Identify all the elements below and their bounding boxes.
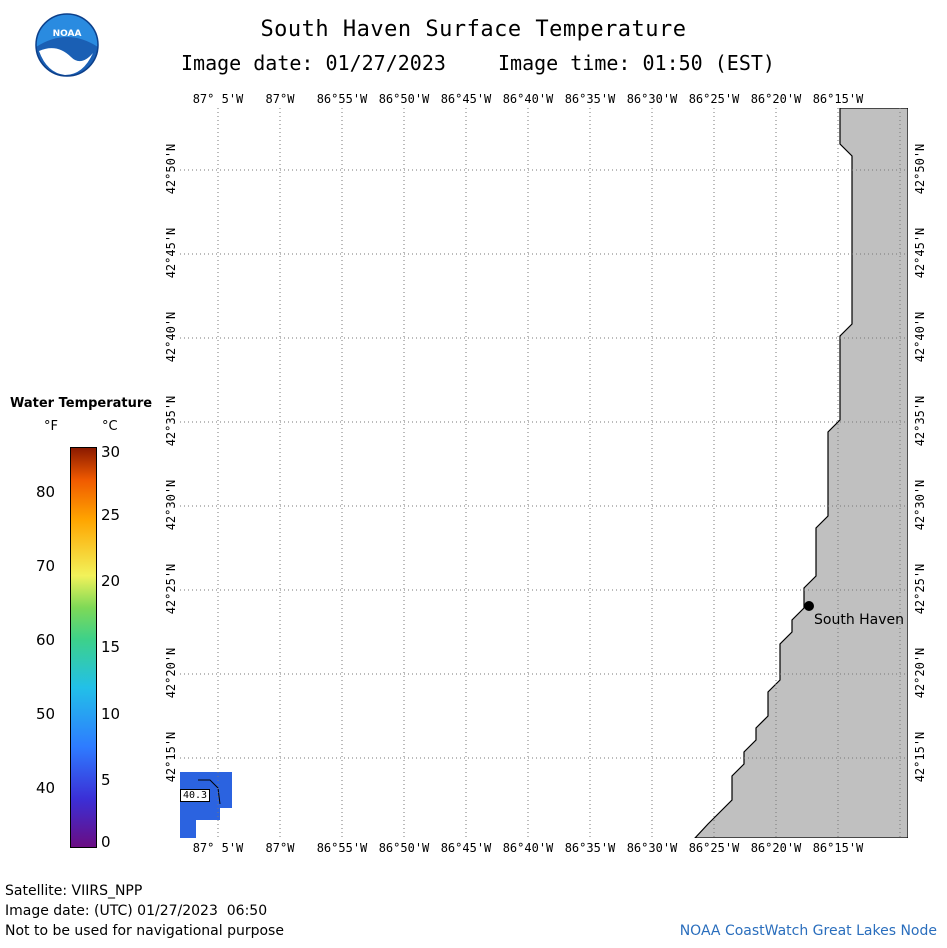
data-coastline-fragment	[198, 779, 221, 805]
lon-label-bottom: 86°45'W	[440, 841, 492, 855]
lon-label-top: 86°20'W	[750, 92, 802, 106]
lon-label-bottom: 86°30'W	[626, 841, 678, 855]
temperature-colorbar	[70, 447, 97, 848]
map-panel: South Haven 40.3	[180, 107, 909, 839]
lat-label-left: 42°25'N	[164, 563, 178, 615]
lat-label-right: 42°50'N	[913, 143, 927, 195]
lat-label-right: 42°45'N	[913, 227, 927, 279]
legend-tick-f: 80	[36, 483, 56, 501]
lon-label-bottom: 86°20'W	[750, 841, 802, 855]
lon-label-top: 86°30'W	[626, 92, 678, 106]
lon-label-bottom: 86°15'W	[812, 841, 864, 855]
legend-tick-f: 70	[36, 557, 56, 575]
lon-label-top: 86°45'W	[440, 92, 492, 106]
legend-tick-c: 30	[101, 443, 121, 461]
grid-lines	[180, 108, 908, 838]
legend-tick-f: 50	[36, 705, 56, 723]
lon-label-bottom: 86°40'W	[502, 841, 554, 855]
lon-label-top: 86°50'W	[378, 92, 430, 106]
credit-link[interactable]: NOAA CoastWatch Great Lakes Node	[679, 923, 937, 939]
land-area	[693, 107, 909, 839]
lat-label-left: 42°50'N	[164, 143, 178, 195]
lon-label-bottom: 86°50'W	[378, 841, 430, 855]
page-title: South Haven Surface Temperature	[260, 17, 687, 42]
noaa-logo-icon: NOAA	[35, 13, 99, 77]
legend-tick-f: 60	[36, 631, 56, 649]
city-marker-icon	[804, 601, 814, 611]
lat-label-right: 42°15'N	[913, 731, 927, 783]
lat-label-left: 42°35'N	[164, 395, 178, 447]
lon-label-top: 87° 5'W	[192, 92, 244, 106]
lat-label-left: 42°15'N	[164, 731, 178, 783]
lon-label-top: 86°35'W	[564, 92, 616, 106]
legend-tick-c: 5	[101, 771, 111, 789]
lon-label-bottom: 87°W	[265, 841, 295, 855]
legend-tick-c: 25	[101, 506, 121, 524]
lat-label-right: 42°30'N	[913, 479, 927, 531]
lon-label-bottom: 86°35'W	[564, 841, 616, 855]
image-date: Image date: 01/27/2023	[181, 51, 446, 75]
city-label: South Haven	[814, 612, 905, 628]
legend-tick-c: 10	[101, 705, 121, 723]
lon-label-bottom: 87° 5'W	[192, 841, 244, 855]
lon-label-top: 86°25'W	[688, 92, 740, 106]
map-canvas	[180, 107, 909, 839]
lat-label-right: 42°25'N	[913, 563, 927, 615]
legend-tick-c: 15	[101, 638, 121, 656]
lon-label-bottom: 86°55'W	[316, 841, 368, 855]
lon-label-top: 86°55'W	[316, 92, 368, 106]
disclaimer: Not to be used for navigational purpose	[5, 923, 284, 939]
lat-label-right: 42°20'N	[913, 647, 927, 699]
lon-label-bottom: 86°25'W	[688, 841, 740, 855]
lon-label-top: 86°15'W	[812, 92, 864, 106]
legend-unit-f: °F	[44, 419, 58, 434]
lat-label-right: 42°40'N	[913, 311, 927, 363]
lat-label-right: 42°35'N	[913, 395, 927, 447]
legend-tick-f: 40	[36, 779, 56, 797]
pixel-value-label: 40.3	[180, 789, 211, 802]
legend-tick-c: 20	[101, 572, 121, 590]
temperature-data-pixels	[180, 772, 232, 838]
legend-title: Water Temperature	[10, 396, 153, 411]
legend-tick-c: 0	[101, 833, 111, 851]
satellite-info: Satellite: VIIRS_NPP	[5, 883, 143, 899]
lon-label-top: 87°W	[265, 92, 295, 106]
noaa-logo-text: NOAA	[52, 29, 82, 39]
image-time: Image time: 01:50 (EST)	[498, 51, 775, 75]
utc-image-date: Image date: (UTC) 01/27/2023 06:50	[5, 903, 268, 919]
lat-label-left: 42°30'N	[164, 479, 178, 531]
lat-label-left: 42°45'N	[164, 227, 178, 279]
lon-label-top: 86°40'W	[502, 92, 554, 106]
lat-label-left: 42°40'N	[164, 311, 178, 363]
legend-unit-c: °C	[102, 419, 118, 434]
lat-label-left: 42°20'N	[164, 647, 178, 699]
